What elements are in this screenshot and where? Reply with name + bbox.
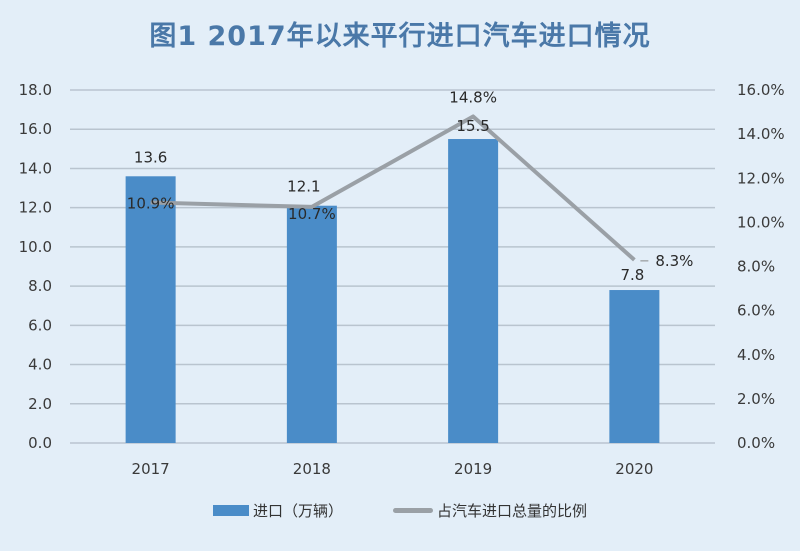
bar-data-label: 13.6 bbox=[134, 148, 167, 166]
legend-label: 进口（万辆） bbox=[252, 502, 343, 520]
chart-title: 图1 2017年以来平行进口汽车进口情况 bbox=[149, 21, 651, 52]
y-right-tick-label: 12.0% bbox=[737, 169, 785, 187]
y-right-tick-label: 4.0% bbox=[737, 346, 775, 364]
line-data-label: 10.7% bbox=[288, 205, 336, 223]
y-right-tick-label: 10.0% bbox=[737, 213, 785, 231]
x-tick-label: 2018 bbox=[293, 460, 331, 478]
y-left-tick-label: 8.0 bbox=[28, 277, 52, 295]
legend-swatch-line bbox=[393, 508, 433, 513]
y-left-tick-label: 10.0 bbox=[19, 238, 52, 256]
legend: 进口（万辆） 占汽车进口总量的比例 bbox=[0, 500, 800, 521]
y-left-tick-label: 12.0 bbox=[19, 199, 52, 217]
y-right-tick-label: 16.0% bbox=[737, 81, 785, 99]
y-left-tick-label: 18.0 bbox=[19, 81, 52, 99]
x-tick-label: 2017 bbox=[132, 460, 170, 478]
line-data-label: 8.3% bbox=[655, 252, 693, 270]
legend-item-share: 占汽车进口总量的比例 bbox=[393, 500, 587, 521]
y-left-tick-label: 4.0 bbox=[28, 356, 52, 374]
y-left-tick-label: 6.0 bbox=[28, 316, 52, 334]
line-data-label: 14.8% bbox=[449, 88, 497, 106]
bar-2017 bbox=[125, 176, 176, 444]
y-left-tick-label: 14.0 bbox=[19, 159, 52, 177]
bar-2018 bbox=[286, 205, 337, 443]
y-right-tick-label: 0.0% bbox=[737, 434, 775, 452]
bar-data-label: 12.1 bbox=[287, 178, 320, 196]
legend-swatch-bar bbox=[212, 505, 249, 516]
line-data-label: 10.9% bbox=[127, 195, 175, 213]
x-tick-label: 2020 bbox=[615, 460, 653, 478]
y-right-tick-label: 8.0% bbox=[737, 258, 775, 276]
line-series-share bbox=[150, 114, 636, 262]
y-left-tick-label: 2.0 bbox=[28, 395, 52, 413]
y-right-tick-label: 6.0% bbox=[737, 302, 775, 320]
y-right-tick-label: 14.0% bbox=[737, 125, 785, 143]
y-left-tick-label: 0.0 bbox=[28, 434, 52, 452]
bar-data-label: 7.8 bbox=[620, 266, 644, 284]
legend-label: 占汽车进口总量的比例 bbox=[437, 502, 588, 520]
x-tick-label: 2019 bbox=[454, 460, 492, 478]
legend-item-imports: 进口（万辆） bbox=[212, 500, 343, 521]
y-left-tick-label: 16.0 bbox=[19, 120, 52, 138]
bar-data-label: 15.5 bbox=[456, 117, 489, 135]
bar-2019 bbox=[448, 139, 499, 443]
bar-2020 bbox=[609, 290, 660, 443]
y-right-tick-label: 2.0% bbox=[737, 390, 775, 408]
